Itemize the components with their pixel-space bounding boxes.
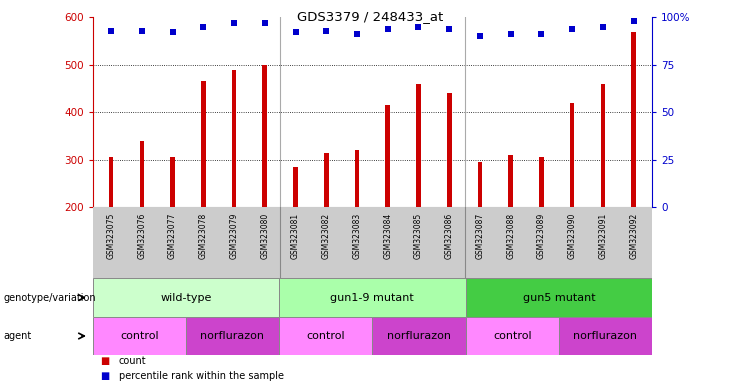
Text: GSM323080: GSM323080 [260, 213, 269, 259]
Text: norflurazon: norflurazon [201, 331, 265, 341]
Text: GSM323087: GSM323087 [476, 213, 485, 259]
Bar [385, 105, 390, 207]
Bar [373, 317, 465, 355]
Text: GSM323079: GSM323079 [230, 213, 239, 260]
Text: ■: ■ [100, 356, 109, 366]
Text: GSM323092: GSM323092 [629, 213, 638, 259]
Text: count: count [119, 356, 146, 366]
Bar [109, 157, 113, 207]
Bar [139, 141, 144, 207]
Bar [324, 153, 328, 207]
Text: GSM323090: GSM323090 [568, 213, 576, 260]
Bar [279, 278, 465, 317]
Text: wild-type: wild-type [160, 293, 211, 303]
Text: norflurazon: norflurazon [574, 331, 637, 341]
Text: GSM323076: GSM323076 [137, 213, 146, 260]
Bar [262, 65, 267, 207]
Text: GSM323083: GSM323083 [353, 213, 362, 259]
Bar [508, 155, 513, 207]
Text: gun1-9 mutant: gun1-9 mutant [330, 293, 414, 303]
Text: GSM323088: GSM323088 [506, 213, 515, 259]
Text: genotype/variation: genotype/variation [4, 293, 96, 303]
Text: GSM323084: GSM323084 [383, 213, 392, 259]
Bar [293, 167, 298, 207]
Bar [93, 317, 186, 355]
Bar [279, 317, 373, 355]
Text: GSM323077: GSM323077 [168, 213, 177, 260]
Text: control: control [120, 331, 159, 341]
Bar [93, 278, 279, 317]
Text: ■: ■ [100, 371, 109, 381]
Bar [631, 31, 636, 207]
Bar [355, 151, 359, 207]
Bar [232, 70, 236, 207]
Text: GSM323081: GSM323081 [291, 213, 300, 259]
Text: GSM323091: GSM323091 [599, 213, 608, 259]
Bar [465, 278, 652, 317]
Bar [539, 157, 544, 207]
Bar [559, 317, 652, 355]
Text: GSM323075: GSM323075 [107, 213, 116, 260]
Text: GSM323082: GSM323082 [322, 213, 330, 259]
Text: agent: agent [4, 331, 32, 341]
Text: control: control [493, 331, 531, 341]
Bar [465, 317, 559, 355]
Bar [447, 93, 451, 207]
Text: GDS3379 / 248433_at: GDS3379 / 248433_at [297, 10, 444, 23]
Bar [186, 317, 279, 355]
Bar [570, 103, 574, 207]
Text: GSM323085: GSM323085 [414, 213, 423, 259]
Bar [170, 157, 175, 207]
Text: GSM323078: GSM323078 [199, 213, 207, 259]
Text: gun5 mutant: gun5 mutant [522, 293, 595, 303]
Text: percentile rank within the sample: percentile rank within the sample [119, 371, 284, 381]
Bar [416, 84, 421, 207]
Text: control: control [307, 331, 345, 341]
Text: GSM323086: GSM323086 [445, 213, 453, 259]
Bar [201, 81, 205, 207]
Bar [601, 84, 605, 207]
Text: norflurazon: norflurazon [387, 331, 451, 341]
Text: GSM323089: GSM323089 [537, 213, 546, 259]
Bar [478, 162, 482, 207]
